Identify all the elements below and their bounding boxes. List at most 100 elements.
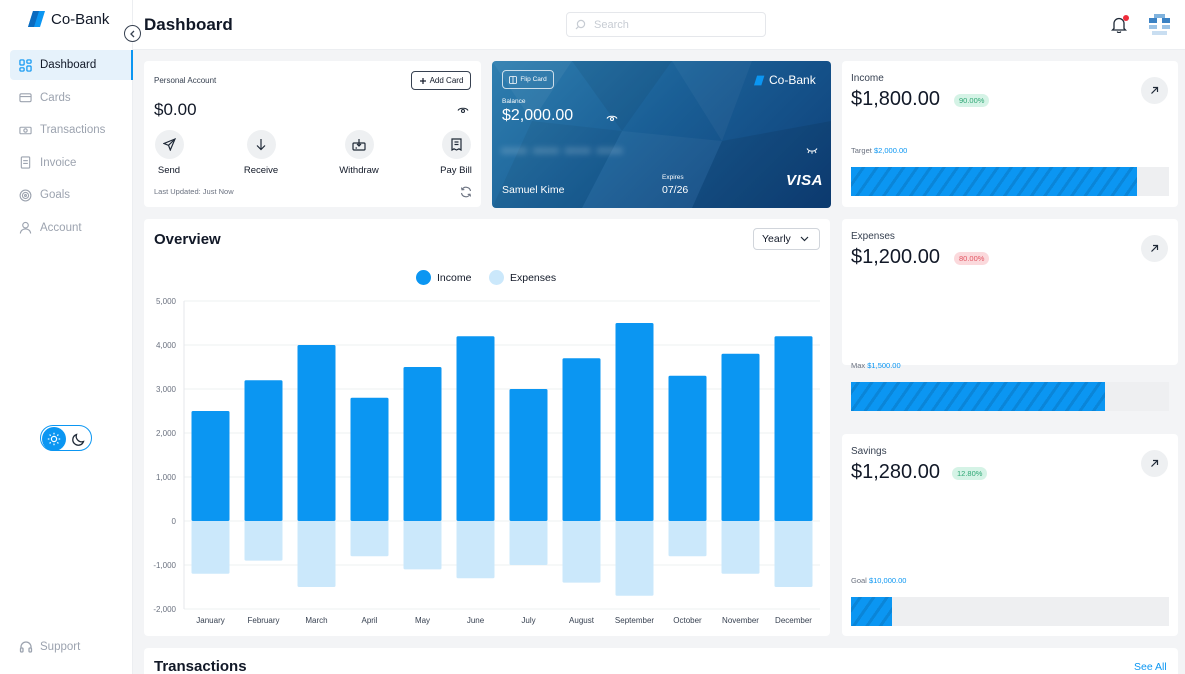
period-select[interactable]: Yearly xyxy=(753,228,820,250)
expense-bar xyxy=(615,521,654,596)
sun-icon[interactable] xyxy=(42,427,66,451)
logo-icon xyxy=(754,75,765,85)
x-tick-label: December xyxy=(775,616,812,625)
eye-closed-icon[interactable] xyxy=(806,147,818,154)
flip-card-button[interactable]: Flip Card xyxy=(502,70,554,89)
card-expiry: 07/26 xyxy=(662,184,689,196)
flip-icon xyxy=(509,75,518,84)
expense-bar xyxy=(721,521,760,574)
personal-account-title: Personal Account xyxy=(154,76,217,85)
send-action[interactable]: Send xyxy=(141,130,197,176)
overview-bar-chart: 5,000 4,000 3,000 2,000 1,000 0 -1,000 -2,000 Ja… xyxy=(153,297,820,625)
sidebar-item-invoice[interactable]: Invoice xyxy=(10,148,133,178)
sidebar-item-dashboard[interactable]: Dashboard xyxy=(10,50,133,80)
stat-label: Income xyxy=(851,73,884,84)
expense-bar xyxy=(244,521,283,561)
expense-bar xyxy=(456,521,495,579)
legend-income[interactable]: Income xyxy=(416,270,471,285)
sidebar-item-account[interactable]: Account xyxy=(10,213,133,243)
income-bar xyxy=(668,375,707,521)
y-tick-label: 0 xyxy=(172,517,177,526)
open-savings-button[interactable] xyxy=(1141,450,1168,477)
income-stat-card: Income $1,800.00 90.00% Target $2,000.00 xyxy=(842,61,1178,207)
chevron-down-icon xyxy=(800,236,809,242)
grid-icon xyxy=(19,58,32,72)
search-input[interactable] xyxy=(594,18,754,31)
top-bar: Dashboard xyxy=(133,0,1185,50)
income-bar xyxy=(297,345,336,521)
account-balance: $0.00 xyxy=(154,100,197,119)
expenses-stat-card: Expenses $1,200.00 80.00% Max $1,500.00 xyxy=(842,219,1178,411)
collapse-sidebar-button[interactable] xyxy=(124,25,141,42)
sidebar-item-cards[interactable]: Cards xyxy=(10,83,133,113)
sidebar-item-label: Invoice xyxy=(40,156,77,169)
x-tick-label: April xyxy=(361,616,377,625)
card-number-masked: •••• •••• •••• •••• xyxy=(502,143,624,158)
x-tick-label: November xyxy=(722,616,759,625)
withdraw-action[interactable]: Withdraw xyxy=(331,130,387,176)
bill-icon xyxy=(441,130,471,159)
bank-card[interactable]: Flip Card Co-Bank Balance $2,000.00 ••••… xyxy=(492,61,831,208)
stat-badge: 90.00% xyxy=(954,94,990,107)
receive-action[interactable]: Receive xyxy=(233,130,289,176)
income-bar xyxy=(403,367,442,521)
y-tick-label: -2,000 xyxy=(153,605,176,614)
sidebar-item-goals[interactable]: Goals xyxy=(10,180,133,210)
x-tick-label: January xyxy=(196,616,224,625)
pay-bill-action[interactable]: Pay Bill xyxy=(428,130,484,176)
expense-bar xyxy=(668,521,707,557)
logo[interactable]: Co-Bank xyxy=(28,10,109,28)
card-balance: $2,000.00 xyxy=(502,107,574,124)
period-value: Yearly xyxy=(762,233,791,245)
expense-bar xyxy=(350,521,389,557)
sidebar-item-label: Dashboard xyxy=(40,59,97,71)
refresh-icon[interactable] xyxy=(460,186,472,198)
income-bar xyxy=(509,389,548,521)
legend-expenses[interactable]: Expenses xyxy=(489,270,556,285)
income-bar xyxy=(456,336,495,521)
sidebar-item-transactions[interactable]: Transactions xyxy=(10,115,133,145)
personal-account-card: Personal Account Add Card $0.00 Send Rec… xyxy=(144,61,481,207)
visa-logo: VISA xyxy=(786,172,824,189)
receive-label: Receive xyxy=(243,165,279,176)
last-updated-text: Last Updated: Just Now xyxy=(154,187,234,196)
add-card-button[interactable]: Add Card xyxy=(411,71,471,90)
headset-icon xyxy=(19,641,33,653)
income-bar xyxy=(615,323,654,521)
stat-progress-fill xyxy=(851,167,1138,196)
stat-badge: 12.80% xyxy=(952,467,988,480)
stat-value: $1,280.00 xyxy=(851,461,940,483)
eye-icon[interactable] xyxy=(457,105,469,114)
avatar[interactable] xyxy=(1148,13,1171,36)
sidebar-item-label: Transactions xyxy=(40,124,106,136)
search-box[interactable] xyxy=(566,12,766,37)
open-income-button[interactable] xyxy=(1141,77,1168,104)
y-tick-label: 2,000 xyxy=(156,429,177,438)
card-logo: Co-Bank xyxy=(754,73,816,87)
transactions-title: Transactions xyxy=(154,658,247,674)
support-link[interactable]: Support xyxy=(19,640,80,654)
theme-toggle[interactable] xyxy=(40,425,92,451)
arrow-up-right-icon xyxy=(1151,86,1159,94)
legend-swatch xyxy=(416,270,431,285)
cash-icon xyxy=(19,126,32,134)
logo-icon xyxy=(28,11,45,27)
send-icon xyxy=(154,130,184,159)
sidebar-item-label: Account xyxy=(40,221,82,234)
x-tick-label: February xyxy=(247,616,279,625)
legend-label: Expenses xyxy=(510,271,557,284)
eye-icon[interactable] xyxy=(606,113,618,122)
add-card-label: Add Card xyxy=(429,76,464,85)
stat-target: Target $2,000.00 xyxy=(851,146,908,155)
savings-stat-card: Savings $1,280.00 12.80% Goal $10,000.00 xyxy=(842,434,1178,636)
document-icon xyxy=(20,156,31,169)
open-expenses-button[interactable] xyxy=(1141,235,1168,262)
moon-icon[interactable] xyxy=(66,427,90,451)
income-bar xyxy=(350,397,389,521)
bell-icon[interactable] xyxy=(1111,16,1127,33)
withdraw-label: Withdraw xyxy=(339,165,379,176)
flip-card-label: Flip Card xyxy=(520,76,547,83)
see-all-link[interactable]: See All xyxy=(1134,661,1167,673)
y-tick-label: 5,000 xyxy=(156,297,177,306)
y-tick-label: 3,000 xyxy=(156,385,177,394)
